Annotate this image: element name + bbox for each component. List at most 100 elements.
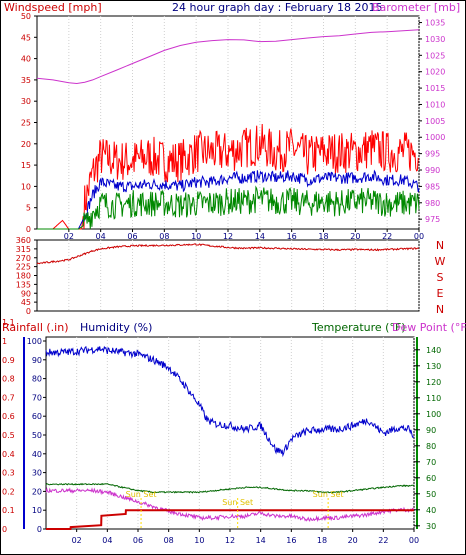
hour-tick-label: 18 <box>318 232 328 241</box>
windspeed-tick-label: 15 <box>21 161 31 170</box>
compass-label: S <box>437 271 444 284</box>
hour-tick-label: 02 <box>72 536 82 545</box>
rainfall-tick-label: 0.5 <box>2 431 15 440</box>
hour-tick-label: 08 <box>164 536 174 545</box>
compass-label: N <box>436 303 444 316</box>
temperature-axis-label: Temperature (°F) <box>311 321 406 334</box>
barometer-tick-label: 1030 <box>425 35 445 44</box>
humidity-axis-label: Humidity (%) <box>80 321 152 334</box>
sun-annotations: Sun Set Sun Set Sun Set <box>126 490 344 528</box>
humidity-tick-label: 30 <box>32 469 42 478</box>
direction-panel-series <box>36 243 420 265</box>
windspeed-tick-label: 20 <box>21 140 31 149</box>
rainfall-tick-label: 0 <box>2 525 7 534</box>
barometer-header-label: Barometer [mb] <box>372 1 460 14</box>
wind_low-line <box>37 185 420 230</box>
hour-tick-label: 10 <box>194 536 204 545</box>
windspeed-tick-label: 45 <box>21 33 31 42</box>
temperature-line <box>45 482 415 494</box>
direction-tick-label: 180 <box>16 272 31 281</box>
direction-tick-label: 360 <box>16 236 31 245</box>
hour-tick-label: 10 <box>191 232 201 241</box>
windspeed-header-label: Windspeed [mph] <box>4 1 102 14</box>
barometer-tick-label: 1035 <box>425 19 445 28</box>
barometer-axis-ticks: 975 980 985 990 995 1000 1005 1010 1015 1020 1025 1… <box>419 19 445 224</box>
rainfall-tick-label: 0.8 <box>2 375 15 384</box>
humidity-tick-label: 0 <box>37 525 42 534</box>
barometer-tick-label: 995 <box>425 150 440 159</box>
compass-label: E <box>437 287 444 300</box>
temperature-tick-label: 30 <box>426 522 436 531</box>
dewpoint-axis-label: Dew Point (°F) <box>392 321 466 334</box>
wind-panel-hour-ticks: 02 04 06 08 10 12 14 16 18 20 22 00 <box>64 229 424 241</box>
direction-tick-label: 135 <box>16 280 31 289</box>
rainfall-tick-label: 1.1 <box>2 318 15 327</box>
temperature-tick-label: 40 <box>426 506 436 515</box>
rainfall-axis-ticks: 0 0.1 0.2 0.3 0.4 0.5 0.6 0.7 0.8 0.9 1 1.1 <box>2 318 25 534</box>
windspeed-line <box>37 123 420 230</box>
barometer-tick-label: 985 <box>425 182 440 191</box>
rainfall-tick-label: 0.7 <box>2 393 15 402</box>
windspeed_avg-line <box>37 169 420 230</box>
compass-label: N <box>436 239 444 252</box>
windspeed-tick-label: 40 <box>21 55 31 64</box>
windspeed-tick-label: 30 <box>21 97 31 106</box>
rain-line <box>46 509 414 530</box>
rainfall-tick-label: 0.2 <box>2 487 15 496</box>
rainfall-tick-label: 0.4 <box>2 450 15 459</box>
dewpoint-line <box>45 487 415 523</box>
windspeed-tick-label: 25 <box>21 119 31 128</box>
humidity-axis-ticks: 0 10 20 30 40 50 60 70 80 90 100 <box>27 337 46 534</box>
barometer-tick-label: 980 <box>425 199 440 208</box>
humidity-tick-label: 50 <box>32 431 42 440</box>
hour-tick-label: 06 <box>133 536 143 545</box>
humidity-tick-label: 20 <box>32 487 42 496</box>
direction-tick-label: 315 <box>16 245 31 254</box>
hour-tick-label: 22 <box>382 232 392 241</box>
rain-humidity-temp-panel: Sun Set Sun Set Sun Set 0 0.1 0.2 0.3 0.4 0.5 0.… <box>2 318 441 545</box>
hour-tick-label: 20 <box>348 536 358 545</box>
rain-panel-series <box>45 345 415 530</box>
temperature-tick-label: 70 <box>426 458 436 467</box>
hour-tick-label: 08 <box>159 232 169 241</box>
hour-tick-label: 22 <box>378 536 388 545</box>
humidity-tick-label: 70 <box>32 393 42 402</box>
temperature-tick-label: 50 <box>426 490 436 499</box>
direction-tick-label: 90 <box>21 289 31 298</box>
barometer-tick-label: 1025 <box>425 51 445 60</box>
windspeed-tick-label: 5 <box>26 204 31 213</box>
direction-line <box>36 243 420 265</box>
direction-tick-label: 45 <box>21 298 31 307</box>
humidity-tick-label: 40 <box>32 450 42 459</box>
rainfall-tick-label: 0.3 <box>2 469 15 478</box>
humidity-tick-label: 10 <box>32 506 42 515</box>
barometer-line <box>36 29 420 85</box>
hour-tick-label: 12 <box>223 232 233 241</box>
direction-panel-frame <box>36 239 420 312</box>
hour-tick-label: 14 <box>256 536 266 545</box>
windspeed-tick-label: 10 <box>21 182 31 191</box>
rainfall-tick-label: 0.9 <box>2 356 15 365</box>
barometer-tick-label: 990 <box>425 166 440 175</box>
direction-tick-label: 270 <box>16 254 31 263</box>
wind-panel-grid <box>68 16 420 229</box>
barometer-tick-label: 1015 <box>425 84 445 93</box>
hour-tick-label: 12 <box>225 536 235 545</box>
hour-tick-label: 20 <box>350 232 360 241</box>
humidity-tick-label: 60 <box>32 412 42 421</box>
direction-tick-label: 225 <box>16 263 31 272</box>
compass-label: W <box>435 255 446 268</box>
hour-tick-label: 02 <box>64 232 74 241</box>
rainfall-tick-label: 0.6 <box>2 412 15 421</box>
barometer-tick-label: 1005 <box>425 117 445 126</box>
windspeed-tick-label: 35 <box>21 76 31 85</box>
temperature-tick-label: 60 <box>426 474 436 483</box>
hour-tick-label: 16 <box>286 536 296 545</box>
rainfall-tick-label: 1 <box>2 337 7 346</box>
temperature-tick-label: 140 <box>426 346 441 355</box>
humidity-tick-label: 100 <box>27 337 42 346</box>
humidity-line <box>45 345 415 458</box>
